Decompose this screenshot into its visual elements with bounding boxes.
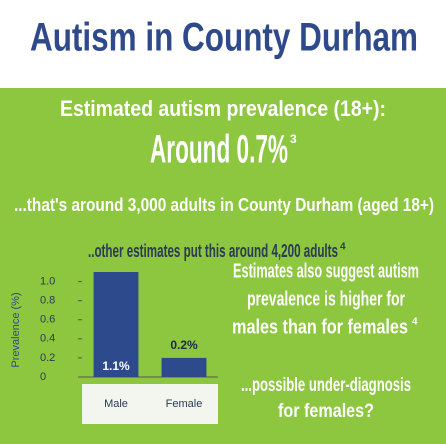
other-estimate: ..other estimates put this around 4,200 … bbox=[88, 241, 338, 261]
right-text: ...possible under-diagnosis bbox=[241, 375, 411, 396]
footnote-ref: 4 bbox=[412, 317, 418, 328]
footnote-ref: 3 bbox=[290, 132, 297, 146]
right-text: Estimates also suggest autism bbox=[233, 260, 419, 282]
y-tick-label: 0.4 bbox=[40, 333, 55, 345]
title: Autism in County Durham bbox=[30, 16, 418, 60]
bar bbox=[93, 272, 139, 377]
y-tick-label: 0.2 bbox=[40, 352, 55, 364]
y-tick-label: 0.8 bbox=[40, 295, 55, 307]
subline: ...that's around 3,000 adults in County … bbox=[14, 195, 434, 215]
y-tick-label: 0.6 bbox=[40, 314, 55, 326]
x-label-box bbox=[82, 384, 218, 424]
footnote-ref: 4 bbox=[340, 242, 346, 253]
value-label: 0.2% bbox=[170, 338, 198, 352]
right-text: for females? bbox=[278, 401, 374, 422]
y-axis-label: Prevalence (%) bbox=[10, 292, 22, 367]
x-tick-label: Female bbox=[166, 398, 203, 410]
y-tick-label: 0 bbox=[40, 371, 46, 383]
big-figure: Around 0.7% bbox=[150, 128, 288, 172]
bar bbox=[161, 357, 207, 377]
right-text: males than for females bbox=[232, 316, 408, 338]
y-tick-label: 1.0 bbox=[40, 275, 55, 287]
x-tick-label: Male bbox=[104, 398, 128, 410]
right-text: prevalence is higher for bbox=[247, 288, 405, 310]
headline: Estimated autism prevalence (18+): bbox=[60, 96, 386, 121]
value-label: 1.1% bbox=[102, 359, 130, 373]
